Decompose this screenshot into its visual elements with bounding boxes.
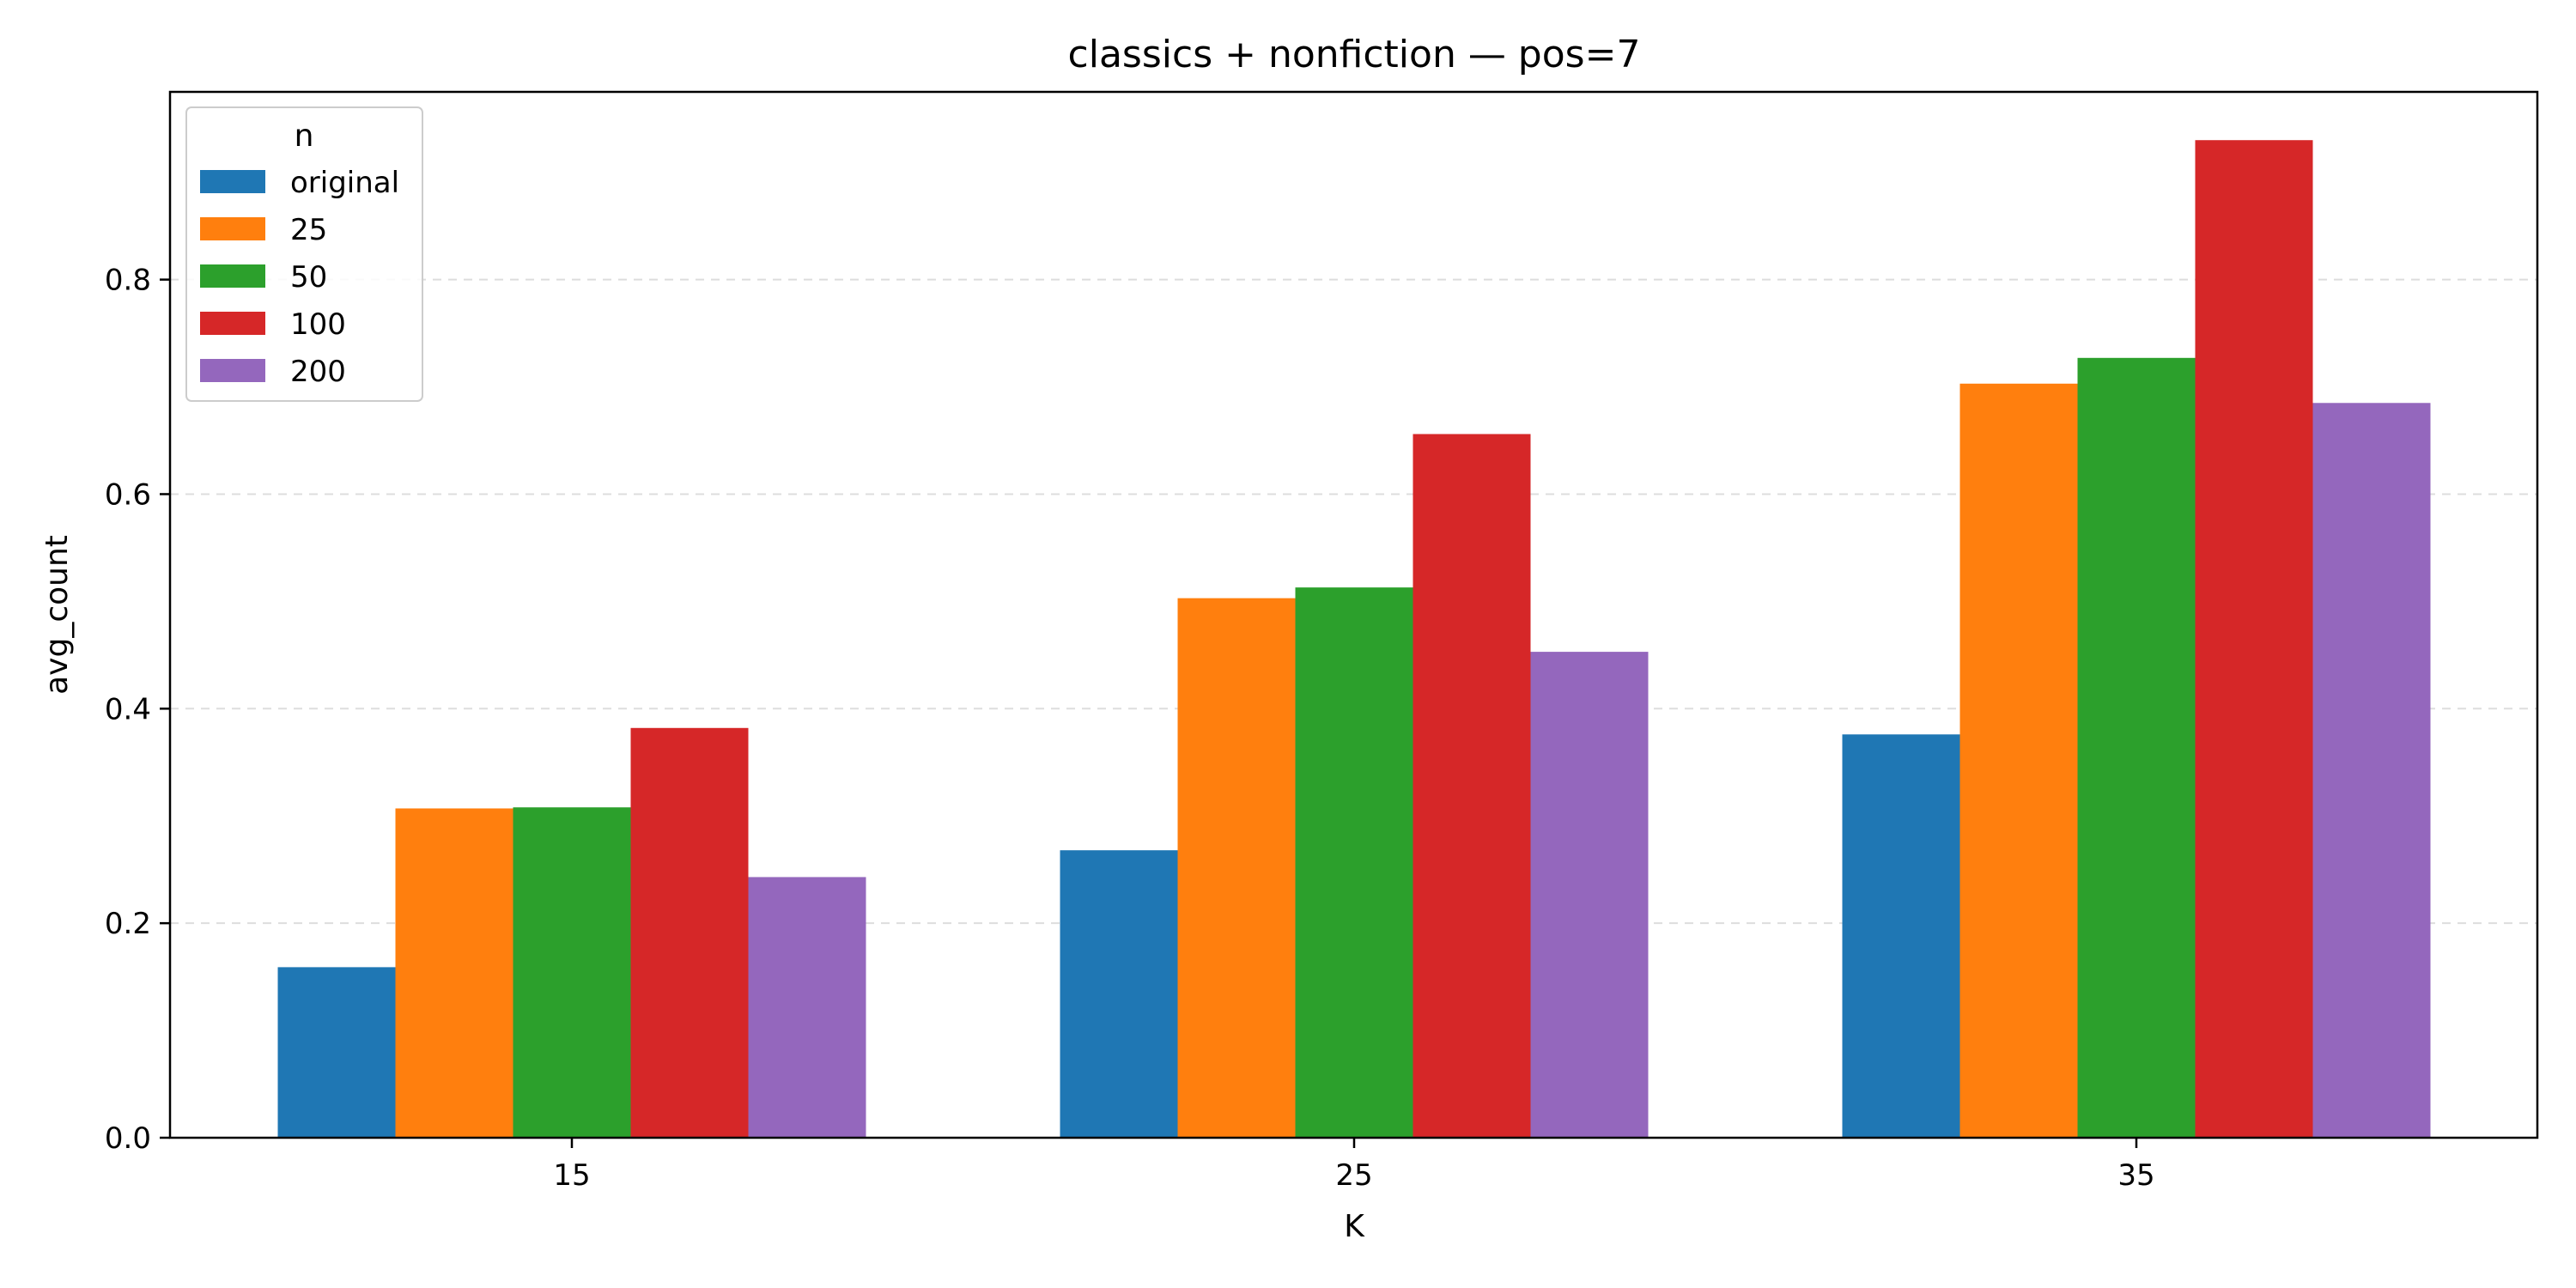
bar <box>630 727 749 1138</box>
y-tick-label: 0.4 <box>105 692 151 726</box>
legend-title: n <box>295 118 314 154</box>
chart-title: classics + nonfiction — pos=7 <box>1068 33 1641 76</box>
bar <box>1413 434 1531 1138</box>
bar <box>1177 598 1296 1138</box>
y-axis-label: avg_count <box>39 535 75 695</box>
x-tick-label: 15 <box>553 1158 590 1193</box>
bar <box>513 807 631 1138</box>
bar <box>1530 652 1649 1138</box>
y-tick-label: 0.2 <box>105 907 151 941</box>
legend-label: original <box>290 166 399 200</box>
y-tick-label: 0.6 <box>105 477 151 512</box>
legend-label: 50 <box>290 260 327 295</box>
bar <box>2312 403 2431 1138</box>
bar <box>1295 587 1413 1138</box>
legend-swatch <box>200 359 265 382</box>
bar <box>748 877 866 1138</box>
x-tick-label: 25 <box>1335 1158 1372 1193</box>
legend-label: 25 <box>290 213 327 247</box>
bar <box>277 967 396 1138</box>
bar <box>1959 383 2078 1138</box>
bar <box>2077 357 2196 1139</box>
bars <box>277 140 2431 1139</box>
legend-swatch <box>200 170 265 193</box>
y-axis: 0.0 0.2 0.4 0.6 0.8 <box>105 264 170 1156</box>
x-tick-label: 35 <box>2117 1158 2154 1193</box>
bar <box>395 808 513 1138</box>
bar <box>1842 734 1960 1138</box>
x-axis: 15 25 35 <box>553 1138 2155 1193</box>
x-axis-label: K <box>1344 1209 1365 1244</box>
legend: n original 25 50 100 200 <box>185 106 423 402</box>
y-tick-label: 0.0 <box>105 1121 151 1156</box>
legend-swatch <box>200 264 265 288</box>
legend-label: 200 <box>290 355 346 389</box>
y-tick-label: 0.8 <box>105 264 151 298</box>
bar <box>2195 140 2313 1139</box>
legend-swatch <box>200 217 265 240</box>
bar <box>1060 850 1178 1138</box>
legend-swatch <box>200 312 265 335</box>
legend-label: 100 <box>290 307 346 342</box>
